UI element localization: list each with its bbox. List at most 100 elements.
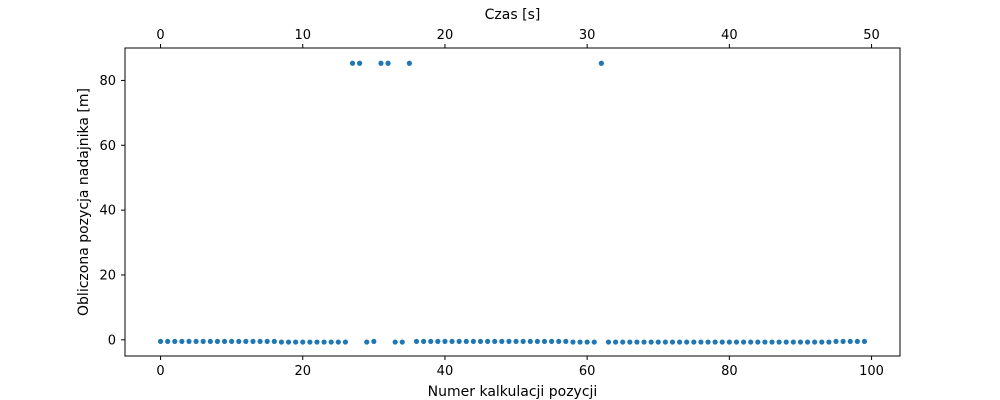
- data-point: [193, 338, 199, 345]
- data-point: [854, 338, 860, 345]
- data-point: [421, 338, 427, 345]
- data-point: [577, 339, 583, 345]
- data-point: [755, 339, 761, 345]
- data-point: [165, 338, 171, 345]
- data-point: [485, 338, 491, 345]
- data-point: [598, 60, 604, 66]
- x-tick-label: 40: [437, 364, 454, 379]
- data-point: [534, 338, 540, 345]
- data-point: [250, 338, 256, 345]
- y-tick-label: 0: [108, 333, 116, 348]
- plot-background: [125, 48, 900, 356]
- data-point: [229, 338, 235, 345]
- data-point: [399, 339, 405, 345]
- data-point: [172, 338, 178, 345]
- top-x-axis-ticks: 0 10 20 30 40 50: [156, 28, 880, 48]
- data-point: [492, 338, 498, 345]
- data-point: [392, 339, 398, 345]
- data-point: [783, 339, 789, 345]
- data-point: [413, 338, 420, 345]
- data-point: [243, 338, 249, 345]
- data-point: [186, 338, 192, 345]
- data-point: [676, 339, 683, 345]
- data-point: [712, 339, 718, 345]
- data-point: [435, 338, 441, 345]
- x-tick-label: 100: [859, 364, 884, 379]
- data-point: [705, 339, 711, 345]
- data-point: [826, 339, 832, 345]
- data-point: [748, 339, 754, 345]
- data-point: [847, 338, 853, 345]
- data-point: [278, 339, 285, 345]
- top-x-tick-label: 40: [721, 28, 738, 43]
- data-point: [449, 338, 455, 345]
- data-point: [691, 339, 697, 345]
- data-point: [613, 339, 619, 345]
- data-point: [790, 339, 796, 345]
- data-point: [214, 338, 221, 345]
- data-point: [733, 339, 740, 345]
- x-tick-label: 0: [156, 364, 164, 379]
- data-point: [563, 338, 569, 345]
- top-x-tick-label: 0: [156, 28, 164, 43]
- data-point: [833, 338, 839, 345]
- y-tick-label: 40: [99, 204, 116, 219]
- x-tick-label: 60: [579, 364, 596, 379]
- y-axis-label: Obliczona pozycja nadajnika [m]: [76, 88, 92, 316]
- data-point: [342, 339, 349, 345]
- data-point: [357, 60, 363, 66]
- data-point: [726, 339, 732, 345]
- data-point: [762, 339, 768, 345]
- data-point: [698, 339, 704, 345]
- y-tick-label: 60: [99, 139, 116, 154]
- data-point: [655, 339, 661, 345]
- top-x-tick-label: 50: [863, 28, 880, 43]
- data-points: [157, 60, 868, 345]
- data-point: [556, 338, 562, 345]
- data-point: [285, 339, 292, 345]
- x-tick-label: 20: [294, 364, 311, 379]
- x-tick-label: 80: [721, 364, 738, 379]
- data-point: [641, 339, 647, 345]
- data-point: [385, 60, 391, 66]
- y-tick-label: 20: [99, 268, 116, 283]
- data-point: [740, 339, 747, 345]
- data-point: [669, 339, 676, 345]
- data-point: [819, 339, 825, 345]
- data-point: [271, 338, 277, 345]
- data-point: [236, 338, 242, 345]
- top-x-tick-label: 10: [294, 28, 311, 43]
- data-point: [200, 338, 206, 345]
- data-point: [591, 339, 597, 345]
- plot-frame: [124, 47, 901, 357]
- y-axis-ticks: 0 20 40 60 80: [99, 74, 125, 348]
- data-point: [456, 338, 462, 345]
- data-point: [463, 338, 469, 345]
- data-point: [662, 339, 668, 345]
- bottom-x-axis-ticks: 0 20 40 60 80 100: [156, 356, 884, 379]
- data-point: [328, 339, 334, 345]
- top-x-tick-label: 20: [437, 28, 454, 43]
- data-point: [157, 338, 164, 345]
- data-point: [605, 339, 612, 345]
- data-point: [477, 338, 484, 345]
- data-point: [378, 60, 384, 66]
- data-point: [804, 339, 811, 345]
- data-point: [335, 339, 341, 345]
- data-point: [428, 338, 434, 345]
- data-point: [179, 338, 185, 345]
- data-point: [627, 339, 633, 345]
- data-point: [840, 338, 846, 345]
- data-point: [293, 339, 299, 345]
- data-point: [371, 338, 377, 345]
- data-point: [620, 339, 626, 345]
- data-point: [300, 339, 306, 345]
- data-point: [406, 60, 412, 66]
- data-point: [207, 338, 213, 345]
- top-x-axis-label: Czas [s]: [485, 7, 541, 23]
- top-x-tick-label: 30: [579, 28, 596, 43]
- data-point: [364, 339, 370, 345]
- data-point: [499, 338, 505, 345]
- data-point: [221, 338, 228, 345]
